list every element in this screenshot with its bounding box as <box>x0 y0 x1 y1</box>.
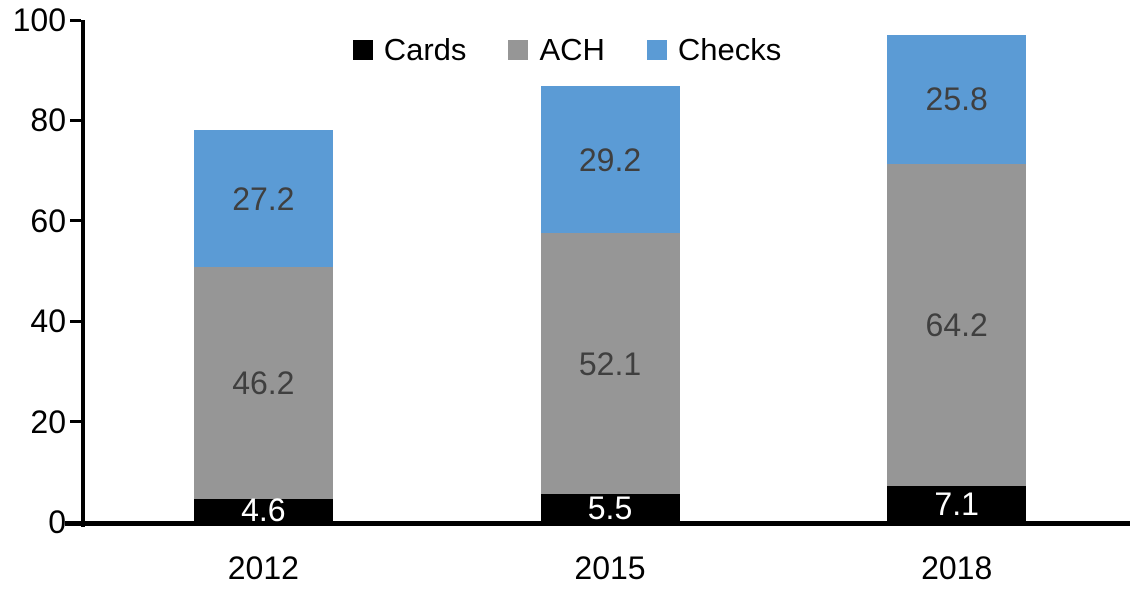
legend-marker-checks <box>646 39 667 60</box>
bar-segment-value: 7.1 <box>934 486 979 523</box>
bar-segment-ach: 46.2 <box>193 266 333 499</box>
bar-segment-value: 64.2 <box>925 307 988 344</box>
bar-segment-value: 4.6 <box>241 492 286 529</box>
bar-2015: 29.2 52.1 5.5 <box>540 86 680 527</box>
legend-item-checks: Checks <box>646 32 782 67</box>
legend-label: Cards <box>383 32 467 67</box>
y-axis-tick <box>70 520 81 524</box>
bar-segment-cards: 7.1 <box>887 486 1027 523</box>
legend: Cards ACH Checks <box>0 34 1134 65</box>
y-axis-tick-label: 20 <box>30 403 66 440</box>
bar-segment-value: 27.2 <box>232 180 295 217</box>
y-axis-tick-label: 0 <box>48 504 66 540</box>
bar-2012: 27.2 46.2 4.6 <box>193 130 333 526</box>
bar-2018: 25.8 64.2 7.1 <box>887 34 1027 523</box>
bar-segment-value: 5.5 <box>587 490 633 527</box>
x-axis-line <box>65 521 1130 526</box>
y-axis-tick <box>70 18 81 22</box>
bar-segment-value: 52.1 <box>578 345 642 382</box>
y-axis-tick-label: 80 <box>30 102 66 139</box>
y-axis-tick-label: 40 <box>30 303 66 340</box>
y-axis-tick-label: 60 <box>30 202 66 239</box>
y-axis-line <box>81 20 85 527</box>
y-axis-tick <box>70 319 81 323</box>
y-axis-tick <box>70 118 81 122</box>
x-axis-label-2015: 2015 <box>574 550 646 586</box>
legend-label: Checks <box>677 32 782 67</box>
bar-segment-value: 46.2 <box>232 364 295 401</box>
bar-segment-ach: 52.1 <box>540 232 680 495</box>
y-axis-tick-label: 100 <box>12 2 66 38</box>
y-axis-tick <box>70 420 81 424</box>
bar-segment-checks: 27.2 <box>193 130 333 267</box>
bar-segment-checks: 25.8 <box>887 34 1027 165</box>
legend-item-ach: ACH <box>508 32 605 67</box>
bar-segment-cards: 4.6 <box>193 494 333 526</box>
legend-item-cards: Cards <box>352 32 467 67</box>
bar-segment-value: 25.8 <box>925 81 988 118</box>
x-axis-label-2018: 2018 <box>921 550 993 586</box>
y-axis-tick <box>70 219 81 223</box>
bar-segment-cards: 5.5 <box>540 490 680 527</box>
bar-segment-value: 29.2 <box>578 141 642 178</box>
legend-marker-ach <box>508 39 529 60</box>
legend-label: ACH <box>539 32 605 67</box>
x-axis-label-2012: 2012 <box>227 550 299 586</box>
bar-segment-ach: 64.2 <box>887 164 1027 487</box>
legend-marker-cards <box>352 39 373 60</box>
bar-segment-checks: 29.2 <box>540 86 680 233</box>
